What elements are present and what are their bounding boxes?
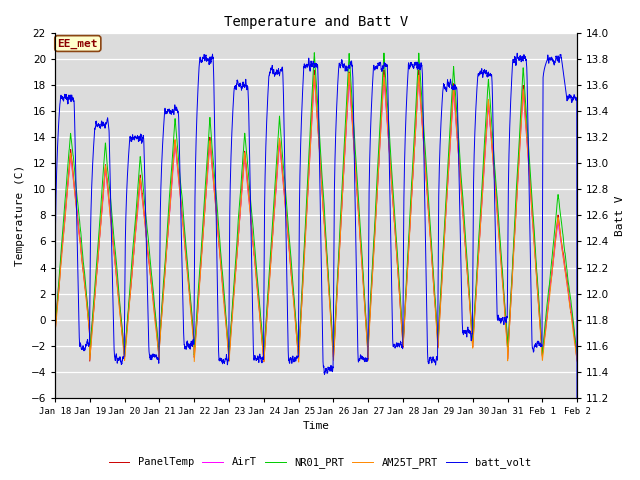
Text: EE_met: EE_met xyxy=(58,38,98,48)
NR01_PRT xyxy=(573,352,581,358)
PanelTemp xyxy=(260,359,268,365)
batt_volt xyxy=(296,156,304,162)
batt_volt xyxy=(573,96,580,102)
Y-axis label: Batt V: Batt V xyxy=(615,195,625,236)
Line: AM25T_PRT: AM25T_PRT xyxy=(55,73,577,362)
batt_volt xyxy=(513,50,521,56)
NR01_PRT xyxy=(310,50,318,56)
AirT xyxy=(404,255,412,261)
AirT xyxy=(463,257,470,263)
AirT xyxy=(296,320,304,325)
AirT xyxy=(310,74,318,80)
AM25T_PRT xyxy=(573,355,580,361)
PanelTemp xyxy=(296,324,304,329)
PanelTemp xyxy=(463,263,470,268)
Legend: PanelTemp, AirT, NR01_PRT, AM25T_PRT, batt_volt: PanelTemp, AirT, NR01_PRT, AM25T_PRT, ba… xyxy=(104,453,536,472)
Y-axis label: Temperature (C): Temperature (C) xyxy=(15,165,25,266)
AM25T_PRT xyxy=(346,70,353,76)
NR01_PRT xyxy=(433,326,441,332)
batt_volt xyxy=(433,356,440,361)
AirT xyxy=(573,348,581,353)
Line: batt_volt: batt_volt xyxy=(55,53,577,480)
batt_volt xyxy=(463,331,470,336)
NR01_PRT xyxy=(121,353,129,359)
NR01_PRT xyxy=(51,327,59,333)
Line: NR01_PRT: NR01_PRT xyxy=(55,53,577,356)
AirT xyxy=(145,256,152,262)
AirT xyxy=(51,324,59,329)
AM25T_PRT xyxy=(573,359,581,364)
PanelTemp xyxy=(380,67,388,73)
NR01_PRT xyxy=(296,317,304,323)
AM25T_PRT xyxy=(463,264,470,270)
PanelTemp xyxy=(573,358,581,364)
X-axis label: Time: Time xyxy=(303,421,330,432)
AirT xyxy=(538,350,546,356)
AM25T_PRT xyxy=(145,257,152,263)
NR01_PRT xyxy=(463,251,470,257)
NR01_PRT xyxy=(145,243,153,249)
PanelTemp xyxy=(145,258,152,264)
PanelTemp xyxy=(51,331,59,336)
AM25T_PRT xyxy=(433,332,441,337)
AirT xyxy=(433,323,441,328)
PanelTemp xyxy=(433,329,441,335)
NR01_PRT xyxy=(573,348,580,354)
NR01_PRT xyxy=(404,245,412,251)
AM25T_PRT xyxy=(295,359,303,365)
Line: AirT: AirT xyxy=(55,77,577,353)
Line: PanelTemp: PanelTemp xyxy=(55,70,577,362)
AM25T_PRT xyxy=(51,332,59,337)
Title: Temperature and Batt V: Temperature and Batt V xyxy=(224,15,408,29)
batt_volt xyxy=(404,71,412,77)
PanelTemp xyxy=(573,354,580,360)
AirT xyxy=(573,344,580,349)
AM25T_PRT xyxy=(296,327,304,333)
batt_volt xyxy=(145,343,152,348)
AM25T_PRT xyxy=(404,258,412,264)
PanelTemp xyxy=(404,257,412,263)
